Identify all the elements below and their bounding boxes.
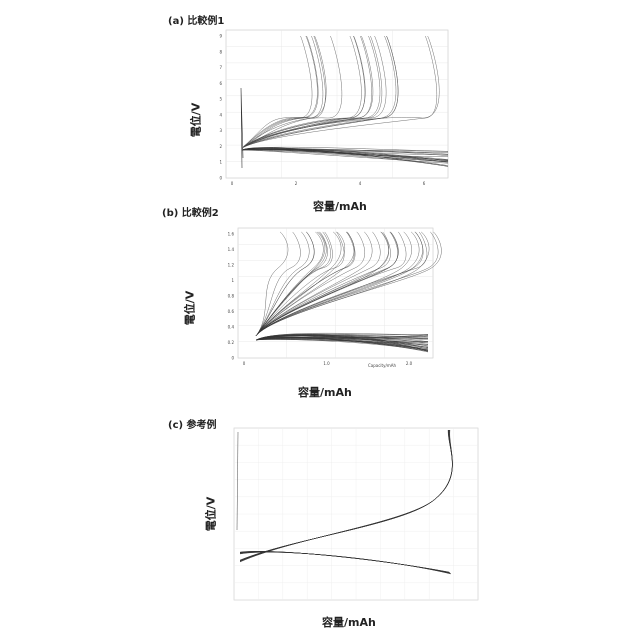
discharge-curve xyxy=(240,551,449,572)
panel-b-xlabel: 容量/mAh xyxy=(298,384,352,400)
tick-label: 1 xyxy=(231,278,234,283)
charge-curve xyxy=(240,430,452,562)
charge-curve xyxy=(240,430,452,560)
charge-curve xyxy=(256,232,331,336)
tick-label: 1.2 xyxy=(228,263,235,268)
tick-label: 9 xyxy=(219,34,222,39)
tick-label: 0 xyxy=(243,361,246,366)
charge-curve xyxy=(240,430,452,561)
tick-label: 0.8 xyxy=(228,294,235,299)
charge-curve xyxy=(240,430,452,560)
charge-curve xyxy=(256,232,398,336)
tick-label: 0.6 xyxy=(228,309,235,314)
tick-label: 1.4 xyxy=(228,247,235,252)
tick-label: 2 xyxy=(295,181,298,186)
panel-a-xlabel: 容量/mAh xyxy=(313,198,367,214)
x-axis-note: Capacity/mAh xyxy=(368,363,396,368)
charge-curve xyxy=(242,36,372,148)
charge-curve xyxy=(240,430,452,560)
tick-label: 2.0 xyxy=(406,361,413,366)
charge-curve xyxy=(240,430,452,561)
tick-label: 4 xyxy=(219,112,222,117)
panel-c-ylabel: 電位/V xyxy=(202,497,218,532)
charge-curve xyxy=(256,232,328,336)
panel-c-title: (c) 参考例 xyxy=(168,416,217,431)
discharge-curve xyxy=(240,552,450,573)
charge-curve xyxy=(242,36,323,148)
tick-label: 1.6 xyxy=(228,232,235,237)
discharge-curve xyxy=(240,551,449,572)
curve-spike xyxy=(237,432,238,530)
tick-label: 5 xyxy=(219,97,222,102)
charge-curve xyxy=(240,430,452,562)
discharge-curve xyxy=(240,551,449,572)
tick-label: 4 xyxy=(359,181,362,186)
charge-curve xyxy=(242,36,325,148)
panel-c-xlabel: 容量/mAh xyxy=(322,614,376,630)
charge-curve xyxy=(240,430,452,560)
tick-label: 6 xyxy=(219,81,222,86)
charge-curve xyxy=(256,232,288,336)
tick-label: 0 xyxy=(219,176,222,181)
discharge-curve xyxy=(240,552,451,574)
discharge-curve xyxy=(240,552,451,574)
discharge-curve xyxy=(240,552,450,573)
tick-label: 0.2 xyxy=(228,340,235,345)
tick-label: 1.0 xyxy=(323,361,330,366)
chart-a: 0 1 2 3 4 5 6 7 8 9 0 2 4 6 xyxy=(218,30,468,200)
discharge-curve xyxy=(240,552,451,574)
tick-label: 0 xyxy=(231,356,234,361)
charge-curve xyxy=(242,36,437,148)
panel-b-ylabel: 電位/V xyxy=(181,291,197,326)
discharge-curve xyxy=(240,552,450,573)
charge-curve xyxy=(240,430,452,561)
discharge-curve xyxy=(240,551,449,572)
charge-curve xyxy=(242,36,342,148)
tick-label: 1 xyxy=(219,160,222,165)
tick-label: 0.4 xyxy=(228,325,235,330)
charge-curve xyxy=(242,36,439,148)
tick-label: 0 xyxy=(231,181,234,186)
tick-label: 8 xyxy=(219,49,222,54)
charge-curve xyxy=(240,430,452,561)
tick-label: 6 xyxy=(423,181,426,186)
tick-label: 2 xyxy=(219,144,222,149)
discharge-curve xyxy=(240,552,450,573)
panel-a-ylabel: 電位/V xyxy=(187,103,203,138)
charge-curve xyxy=(240,430,452,562)
discharge-curve xyxy=(240,552,450,573)
tick-label: 3 xyxy=(219,128,222,133)
panel-a-title: (a) 比較例1 xyxy=(168,12,224,27)
charge-curve xyxy=(240,430,452,561)
tick-label: 7 xyxy=(219,65,222,70)
curve-spike xyxy=(241,88,243,168)
charge-curve xyxy=(256,232,314,336)
chart-b: 0 0.2 0.4 0.6 0.8 1 1.2 1.4 1.6 0 1.0 2.0 Capacity/m… xyxy=(228,228,448,378)
charge-curve xyxy=(256,232,325,336)
charge-curve xyxy=(256,232,314,336)
panel-b-title: (b) 比較例2 xyxy=(162,204,219,219)
chart-c xyxy=(228,428,480,608)
